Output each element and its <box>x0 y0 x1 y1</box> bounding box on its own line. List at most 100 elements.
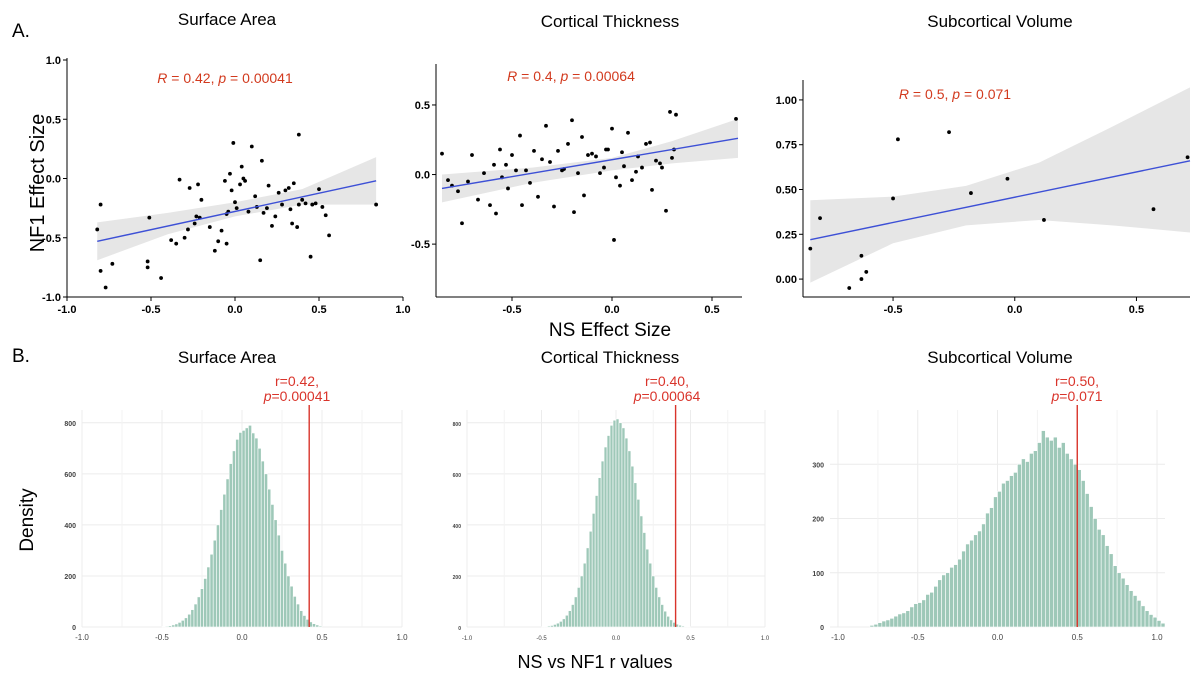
y-tick-label: 0.0 <box>46 174 61 186</box>
data-point <box>654 158 658 163</box>
x-tick-label: 0.0 <box>1007 304 1022 316</box>
histogram-bar <box>648 562 653 628</box>
chart-title: Cortical Thickness <box>541 348 680 367</box>
annotation-p-label: p <box>633 388 642 404</box>
data-point <box>808 246 813 251</box>
histogram-bar <box>289 585 294 628</box>
histogram-bar <box>174 623 179 628</box>
data-point <box>1042 218 1046 222</box>
data-point <box>440 151 444 156</box>
histogram-bar <box>187 613 192 628</box>
data-point <box>296 132 301 137</box>
histogram-bar <box>621 427 626 628</box>
histogram-bar <box>257 447 262 628</box>
annotation-p-label: p <box>1050 388 1059 404</box>
histogram-bar <box>292 596 297 628</box>
data-point <box>598 171 602 176</box>
data-point <box>288 207 293 212</box>
histogram-bar <box>1124 584 1130 628</box>
histogram-bar <box>1160 622 1166 628</box>
data-point <box>296 202 301 207</box>
stats-part: = <box>167 70 183 86</box>
y-tick-label: 100 <box>812 571 824 578</box>
stats-part: = <box>909 86 925 102</box>
histogram-bar <box>562 618 566 628</box>
y-tick-label: 0.0 <box>415 170 430 182</box>
data-point <box>228 171 232 176</box>
data-point <box>283 188 288 193</box>
histogram-bar <box>570 604 575 628</box>
data-point <box>482 171 486 176</box>
data-point <box>219 228 224 233</box>
histogram-bar <box>296 603 300 628</box>
data-point <box>265 206 269 211</box>
stats-part: R <box>507 68 517 84</box>
data-point <box>291 181 296 186</box>
data-point <box>317 187 321 192</box>
histogram-bar <box>1001 482 1006 628</box>
annotation-r: r=0.42, <box>275 373 319 389</box>
histogram-bar <box>1057 447 1062 628</box>
histogram-bar <box>639 515 644 628</box>
chart-title: Subcortical Volume <box>927 12 1073 31</box>
histogram-bar <box>299 610 304 628</box>
data-point <box>734 116 738 121</box>
data-point <box>947 130 951 135</box>
histogram-bar <box>627 450 632 628</box>
histogram-bar <box>1005 480 1010 628</box>
histogram-bar <box>312 623 316 628</box>
histogram-bar <box>905 610 911 628</box>
histogram-bar <box>1156 620 1162 628</box>
annotation-r: r=0.40, <box>645 373 689 389</box>
histogram-bar <box>1064 453 1070 628</box>
data-point <box>224 241 229 246</box>
histogram-bar <box>219 509 224 628</box>
histogram-bar <box>588 530 593 628</box>
histogram-bar <box>206 566 211 628</box>
scatter-cortical-thickness: Cortical Thickness -0.5 0.0 0.5 -0.5 0.0 0.5 R … <box>411 12 742 316</box>
histogram-bar <box>193 603 198 628</box>
data-point <box>602 165 606 170</box>
panel-a-label: A. <box>12 21 30 42</box>
histogram-bar <box>684 626 688 628</box>
chart-title: Cortical Thickness <box>541 12 680 31</box>
data-point <box>374 202 379 207</box>
data-point <box>648 140 652 145</box>
histogram-bar <box>957 558 962 628</box>
data-point <box>640 165 644 170</box>
data-point <box>896 137 900 142</box>
stats-part: 0.00041 <box>242 70 293 86</box>
histogram-bar <box>612 419 617 628</box>
histogram-bar <box>597 477 602 628</box>
histogram-bar <box>624 437 629 628</box>
data-point <box>286 186 291 190</box>
stats-part: = <box>568 68 584 84</box>
data-point <box>674 112 678 117</box>
annotation-p: p=0.00041 <box>263 388 331 404</box>
histogram-bar <box>283 562 288 628</box>
histogram-bar <box>579 575 584 628</box>
x-tick-label: -1.0 <box>462 636 473 642</box>
histogram-bar <box>1116 572 1122 628</box>
data-point <box>446 178 450 183</box>
data-point <box>630 178 634 183</box>
histogram-bar <box>603 446 608 628</box>
histogram-bar <box>609 425 614 628</box>
stats-part: = <box>226 70 242 86</box>
data-point <box>582 193 586 198</box>
y-tick-label: -1.0 <box>42 292 61 304</box>
histogram-bar <box>302 615 307 628</box>
data-point <box>249 144 254 149</box>
stats-part: = <box>517 68 533 84</box>
histogram-bar <box>280 550 284 628</box>
histogram-bar <box>1013 472 1018 628</box>
histogram-bar <box>212 539 217 628</box>
histogram-bar <box>997 491 1002 628</box>
histogram-bar <box>164 625 169 628</box>
data-point <box>95 227 100 232</box>
x-tick-label: 1.0 <box>395 304 410 316</box>
y-tick-label: 0 <box>458 626 461 632</box>
histogram-bar <box>1029 453 1034 628</box>
histogram-bar <box>630 465 635 628</box>
